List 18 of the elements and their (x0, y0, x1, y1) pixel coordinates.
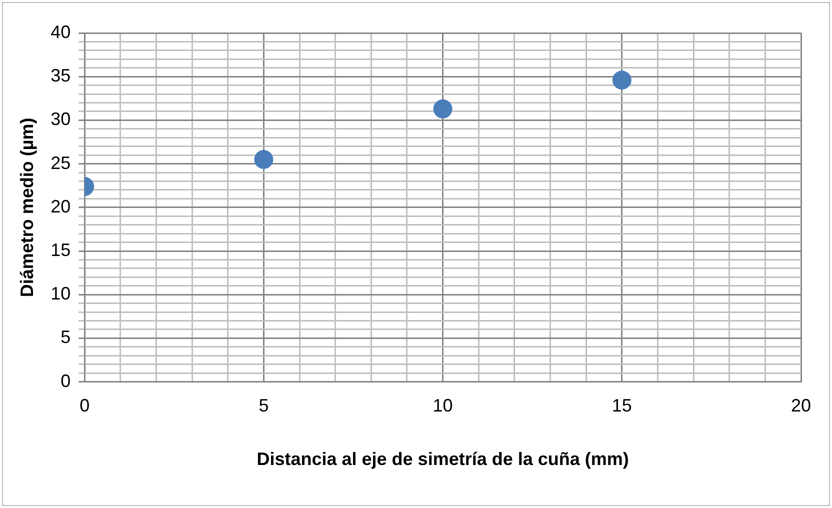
x-tick-label: 10 (432, 396, 453, 416)
y-tick-label: 25 (50, 152, 71, 173)
y-tick-label: 5 (60, 327, 71, 348)
x-tick-label: 20 (790, 396, 812, 416)
y-tick-label: 15 (50, 240, 71, 260)
x-axis-title: Distancia al eje de simetría de la cuña (mm) (256, 449, 629, 470)
y-tick-label: 30 (50, 109, 71, 130)
y-tick-label: 0 (60, 370, 71, 391)
x-tick-label: 5 (258, 396, 269, 416)
y-tick-label: 20 (50, 196, 71, 216)
y-axis-title: Diámetro medio (µm) (16, 118, 37, 298)
x-tick-label: 15 (612, 396, 632, 416)
point (612, 70, 632, 90)
x-tick-label: 0 (80, 396, 90, 416)
y-tick-label: 10 (50, 284, 71, 304)
y-tick-label: 35 (50, 66, 71, 86)
point (433, 99, 452, 118)
y-tick-label: 40 (50, 22, 71, 42)
